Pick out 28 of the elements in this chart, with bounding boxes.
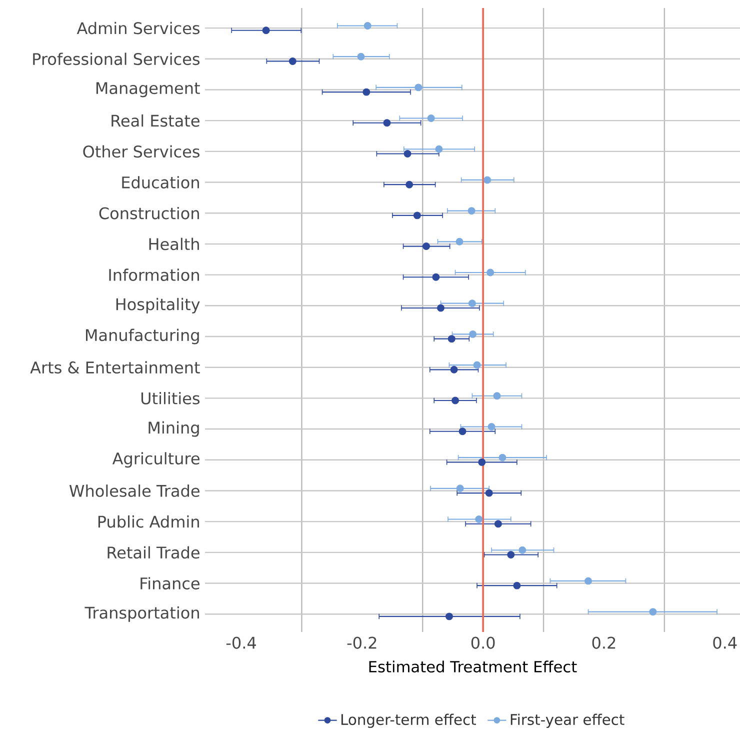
legend-label: First-year effect xyxy=(510,714,624,728)
y-tick-label: Public Admin xyxy=(98,515,199,528)
y-tick-label: Transportation xyxy=(84,606,199,622)
y-tick-label: Wholesale Trade xyxy=(69,484,200,497)
y-tick-label: Retail Trade xyxy=(108,546,200,559)
legend-label: Longer-term effect xyxy=(341,714,476,728)
y-tick-label: Agriculture xyxy=(112,452,200,468)
y-tick-label: Admin Services xyxy=(76,22,200,34)
x-tick-label: 0.0 xyxy=(471,636,495,649)
y-tick-label: Management xyxy=(96,82,200,98)
y-tick-label: Education xyxy=(122,176,199,188)
x-tick-label: -0.2 xyxy=(347,636,376,649)
y-tick-label: Manufacturing xyxy=(86,328,199,344)
y-tick-label: Utilities xyxy=(141,392,200,404)
y-tick-label: Other Services xyxy=(83,145,200,158)
x-tick-label: 0.2 xyxy=(592,636,616,649)
y-tick-label: Hospitality xyxy=(116,298,200,314)
y-tick-label: Health xyxy=(149,238,199,250)
x-tick-label: -0.4 xyxy=(226,636,256,649)
y-tick-label: Real Estate xyxy=(112,114,200,127)
y-tick-label: Construction xyxy=(99,206,199,220)
x-tick-label: 0.4 xyxy=(713,636,737,649)
y-tick-label: Information xyxy=(109,268,199,282)
y-tick-label: Mining xyxy=(148,421,199,437)
y-tick-label: Professional Services xyxy=(33,52,200,66)
y-tick-label: Arts & Entertainment xyxy=(30,361,200,374)
x-axis-title: Estimated Treatment Effect xyxy=(369,660,577,672)
y-tick-label: Finance xyxy=(140,577,200,590)
